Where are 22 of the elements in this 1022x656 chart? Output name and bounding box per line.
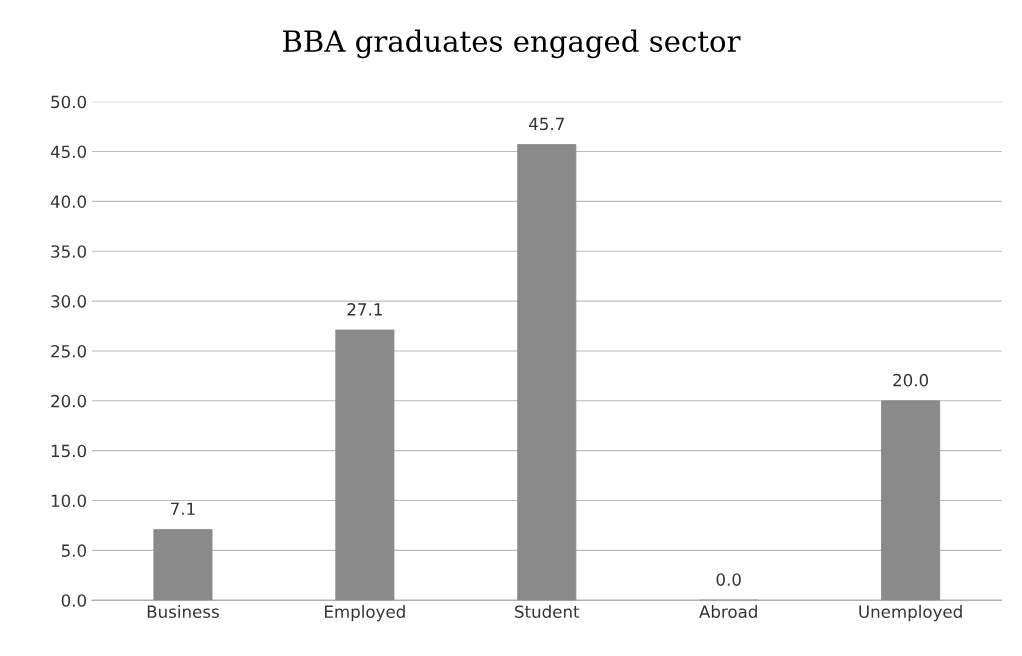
- y-tick-label: 0.0: [61, 594, 87, 607]
- y-tick-label: 25.0: [51, 344, 87, 358]
- y-tick-label: 5.0: [61, 544, 87, 557]
- data-label: 27.1: [347, 303, 382, 316]
- y-tick-label: 45.0: [50, 145, 87, 159]
- x-tick-label: Employed: [325, 605, 405, 622]
- y-tick-label: 20.0: [51, 394, 87, 408]
- y-tick-label: 10.0: [51, 494, 87, 508]
- chart-title: BBA graduates engaged sector: [283, 29, 741, 59]
- data-label: 7.1: [171, 502, 195, 515]
- x-tick-label: Student: [515, 605, 580, 618]
- x-tick-label: Unemployed: [859, 605, 962, 622]
- y-tick-label: 30.0: [51, 295, 87, 308]
- x-tick-label: Business: [147, 605, 219, 618]
- y-tick-label: 15.0: [51, 444, 87, 458]
- y-tick-label: 50.0: [51, 95, 87, 109]
- x-tick-label: Abroad: [699, 605, 757, 618]
- y-tick-label: 35.0: [51, 245, 87, 258]
- data-label: 0.0: [716, 573, 741, 586]
- data-label: 45.7: [529, 117, 564, 131]
- y-tick-label: 40.0: [50, 195, 87, 208]
- data-label: 20.0: [893, 373, 929, 387]
